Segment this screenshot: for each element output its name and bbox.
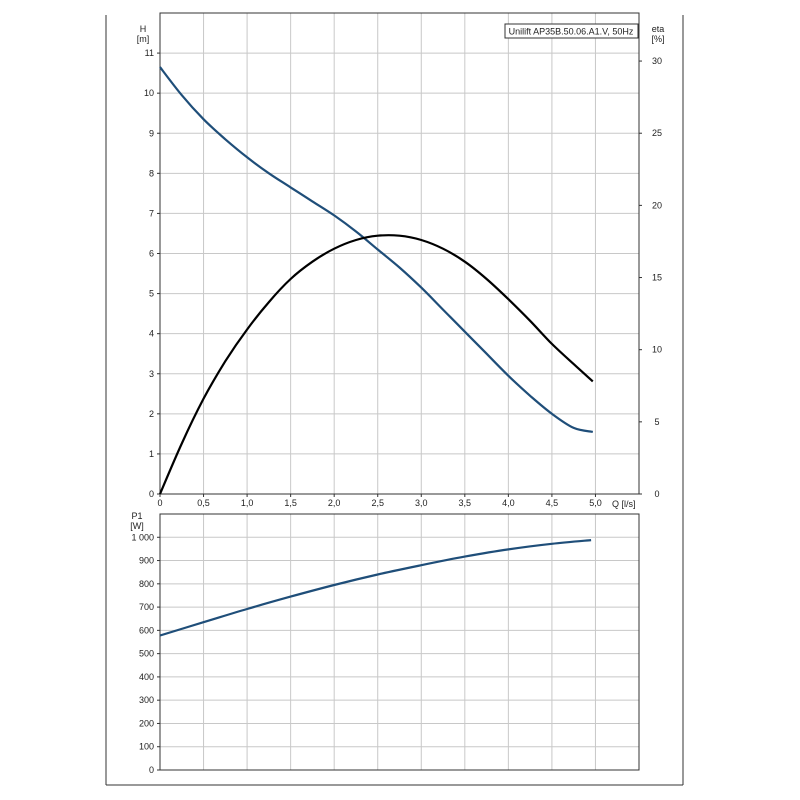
y-tick-label: 0 <box>149 765 154 775</box>
y-axis-unit: [W] <box>130 521 144 531</box>
efficiency-curve-series <box>158 234 594 495</box>
chart-title: Unilift AP35B.50.06.A1.V, 50Hz <box>509 27 634 37</box>
y-tick-label: 900 <box>139 556 154 566</box>
y-tick-label: 0 <box>149 489 154 499</box>
y-tick-label: 1 <box>149 449 154 459</box>
y-tick-label: 7 <box>149 208 154 218</box>
head-curve-series <box>159 66 594 433</box>
y2-tick-label: 10 <box>652 345 662 355</box>
x-axis-label: Q [l/s] <box>612 499 636 509</box>
y2-tick-label: 0 <box>654 489 659 499</box>
y-tick-label: 3 <box>149 369 154 379</box>
y-tick-label: 800 <box>139 579 154 589</box>
y2-axis-unit: [%] <box>651 34 664 44</box>
y-tick-label: 100 <box>139 742 154 752</box>
x-tick-label: 2,0 <box>328 498 341 508</box>
y2-tick-label: 20 <box>652 200 662 210</box>
y-axis-label: H <box>140 24 147 34</box>
x-tick-label: 0 <box>157 498 162 508</box>
plot-frame <box>159 513 640 771</box>
x-tick-label: 0,5 <box>197 498 210 508</box>
x-tick-label: 4,0 <box>502 498 515 508</box>
y-tick-label: 300 <box>139 695 154 705</box>
y-tick-label: 200 <box>139 718 154 728</box>
y-tick-label: 700 <box>139 602 154 612</box>
y-tick-label: 10 <box>144 88 154 98</box>
y-tick-label: 5 <box>149 289 154 299</box>
power-curve-series <box>159 539 592 637</box>
y2-tick-label: 30 <box>652 56 662 66</box>
y-tick-label: 2 <box>149 409 154 419</box>
y-tick-label: 1 000 <box>131 532 154 542</box>
y-tick-label: 400 <box>139 672 154 682</box>
y-tick-label: 11 <box>145 48 154 58</box>
y-axis-label: P1 <box>131 511 142 521</box>
y-tick-label: 9 <box>149 128 154 138</box>
power-chart: 0 100 200 300 400 500 600 700 800 900 1 000 P1[W] <box>130 511 640 775</box>
x-tick-label: 4,5 <box>546 498 559 508</box>
head-efficiency-chart: 0 1 2 3 4 5 6 7 8 9 10 11 0 5 10 15 20 25 30 0 0,5 1,0 1,5 2,0 2… <box>137 12 665 509</box>
y2-axis-label: eta <box>652 24 665 34</box>
y-tick-label: 6 <box>149 249 154 259</box>
y-tick-label: 8 <box>149 168 154 178</box>
x-tick-label: 1,0 <box>241 498 254 508</box>
x-tick-label: 3,5 <box>459 498 472 508</box>
x-tick-label: 2,5 <box>371 498 384 508</box>
title-box <box>504 23 639 39</box>
x-tick-label: 5,0 <box>589 498 602 508</box>
x-tick-label: 1,5 <box>284 498 297 508</box>
y-axis-unit: [m] <box>137 34 150 44</box>
y-tick-label: 600 <box>139 625 154 635</box>
y2-tick-label: 5 <box>654 417 659 427</box>
y-tick-label: 4 <box>149 329 154 339</box>
y-tick-label: 500 <box>139 649 154 659</box>
y2-tick-label: 25 <box>652 128 662 138</box>
y2-tick-label: 15 <box>652 273 662 283</box>
x-tick-label: 3,0 <box>415 498 428 508</box>
